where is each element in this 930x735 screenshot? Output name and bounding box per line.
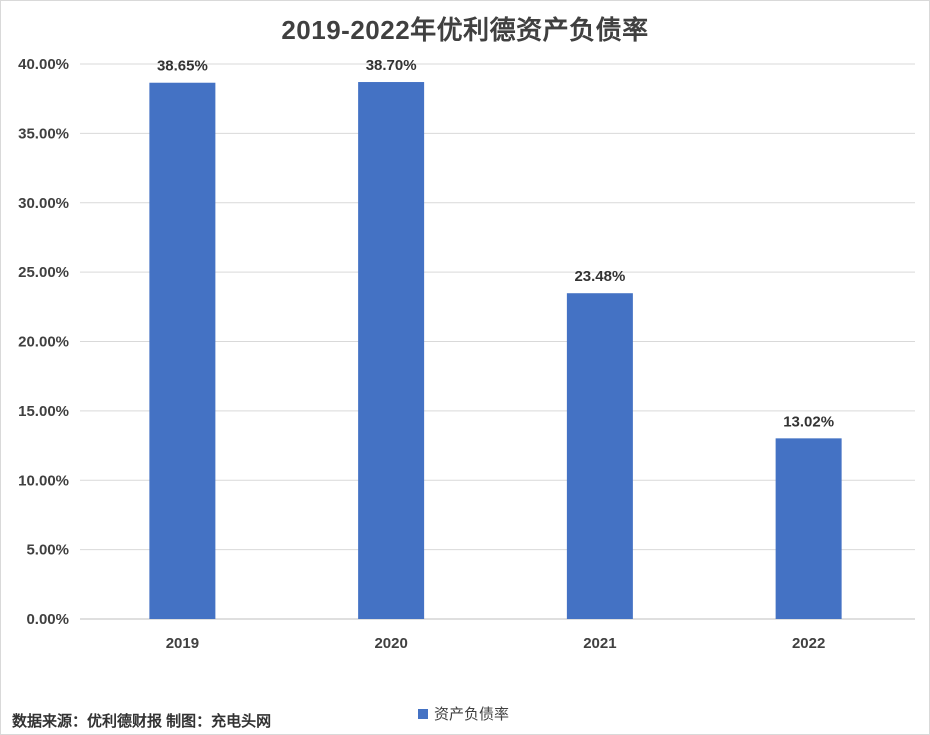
x-tick-label: 2019: [166, 635, 199, 652]
legend-label: 资产负债率: [434, 706, 510, 723]
y-tick-label: 20.00%: [18, 334, 69, 351]
y-tick-label: 15.00%: [18, 403, 69, 420]
y-tick-label: 25.00%: [18, 264, 69, 281]
data-label: 38.65%: [157, 58, 208, 75]
x-tick-label: 2020: [374, 635, 407, 652]
bar: [358, 82, 425, 620]
legend-swatch: [418, 708, 428, 719]
legend: 资产负债率: [418, 703, 509, 724]
x-tick-label: 2022: [792, 635, 825, 652]
bar: [149, 82, 216, 619]
source-note: 数据来源：优利德财报 制图：充电头网: [12, 713, 272, 730]
data-label: 23.48%: [574, 268, 625, 285]
y-tick-label: 0.00%: [26, 611, 69, 628]
y-tick-label: 40.00%: [18, 56, 69, 73]
data-label: 13.02%: [783, 413, 834, 430]
bar: [775, 438, 842, 619]
y-tick-label: 5.00%: [26, 542, 69, 559]
y-tick-label: 10.00%: [18, 472, 69, 489]
y-tick-label: 35.00%: [18, 125, 69, 142]
data-label: 38.70%: [366, 57, 417, 74]
chart-title: 2019-2022年优利德资产负债率: [281, 15, 649, 45]
bar: [566, 293, 633, 619]
y-tick-label: 30.00%: [18, 195, 69, 212]
x-tick-label: 2021: [583, 635, 616, 652]
